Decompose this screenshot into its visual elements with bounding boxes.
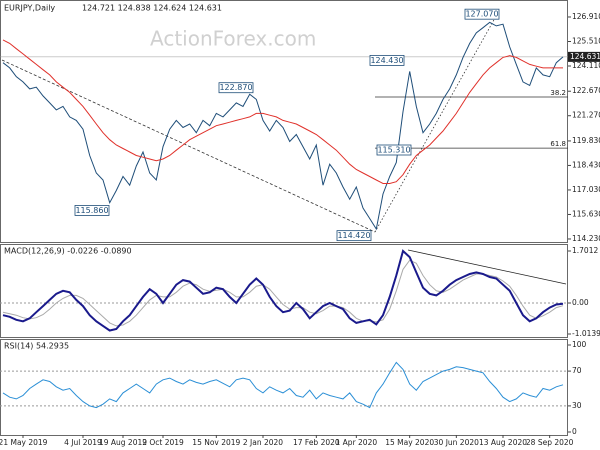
macd-line <box>2 249 564 332</box>
y-tick-label: 122.670 <box>572 86 600 95</box>
x-tick-label: 13 Aug 2020 <box>479 438 527 447</box>
trendline <box>1 59 376 233</box>
price-annotation-box <box>336 230 372 242</box>
trendline <box>374 17 496 233</box>
x-tick-label: 15 Nov 2019 <box>192 438 240 447</box>
price-annotation: 127.070 <box>465 10 498 19</box>
y-tick-label: 70 <box>572 366 582 375</box>
x-tick-label: 21 May 2019 <box>0 438 48 447</box>
last-price-label: 124.631 <box>570 52 600 61</box>
y-tick-label: 0 <box>572 427 577 436</box>
y-tick-label: 117.030 <box>572 185 600 194</box>
x-tick-label: 1 Apr 2020 <box>336 438 378 447</box>
y-tick-label: 125.510 <box>572 36 600 45</box>
price-annotation: 115.860 <box>75 206 108 215</box>
price-annotation: 115.310 <box>377 146 410 155</box>
x-tick-label: 17 Feb 2020 <box>293 438 340 447</box>
price-annotation-box <box>218 82 254 94</box>
price-annotation-box <box>464 8 500 20</box>
chart-title: EURJPY,Daily <box>4 4 55 13</box>
x-tick-label: 2 Oct 2019 <box>142 438 184 447</box>
x-tick-label: 30 Jun 2020 <box>434 438 479 447</box>
price-annotation: 122.870 <box>219 83 252 92</box>
y-tick-label: 124.110 <box>572 61 600 70</box>
price-panel <box>0 0 568 243</box>
price-line <box>2 21 564 231</box>
rsi-title: RSI(14) 54.2935 <box>4 342 69 351</box>
fib-label: 38.2 <box>550 89 566 97</box>
y-tick-label: 119.830 <box>572 136 600 145</box>
macd-title: MACD(12,26,9) -0.0226 -0.0890 <box>4 247 132 256</box>
price-annotation: 124.430 <box>370 56 403 65</box>
y-tick-label: -1.0139 <box>572 329 600 338</box>
watermark: ActionForex.com <box>150 27 316 51</box>
price-annotation-box <box>74 205 110 216</box>
rsi-line <box>2 361 564 409</box>
fib-label: 61.8 <box>550 140 566 148</box>
price-annotation-box <box>369 54 405 66</box>
x-tick-label: 19 Aug 2019 <box>99 438 147 447</box>
y-tick-label: 115.630 <box>572 209 600 218</box>
y-tick-label: 121.270 <box>572 111 600 120</box>
quote: 124.721 124.838 124.624 124.631 <box>82 4 222 13</box>
x-tick-label: 15 May 2020 <box>385 438 434 447</box>
ma-line <box>2 39 563 184</box>
y-tick-label: 114.230 <box>572 234 600 243</box>
x-tick-label: 2 Jan 2020 <box>243 438 283 447</box>
rsi-panel <box>0 339 568 436</box>
last-price-box <box>568 51 600 62</box>
macd-panel <box>0 244 568 338</box>
y-tick-label: 118.430 <box>572 160 600 169</box>
y-tick-label: 1.7012 <box>572 246 598 255</box>
price-annotation: 114.420 <box>337 231 370 240</box>
x-tick-label: 28 Sep 2020 <box>526 438 574 447</box>
y-tick-label: 0.00 <box>572 298 589 307</box>
y-tick-label: 100 <box>572 340 587 349</box>
macd-trendline <box>407 249 567 285</box>
y-tick-label: 30 <box>572 401 582 410</box>
x-tick-label: 4 Jul 2019 <box>64 438 102 447</box>
y-tick-label: 126.910 <box>572 12 600 21</box>
price-annotation-box <box>376 144 412 156</box>
signal-line <box>2 259 564 327</box>
